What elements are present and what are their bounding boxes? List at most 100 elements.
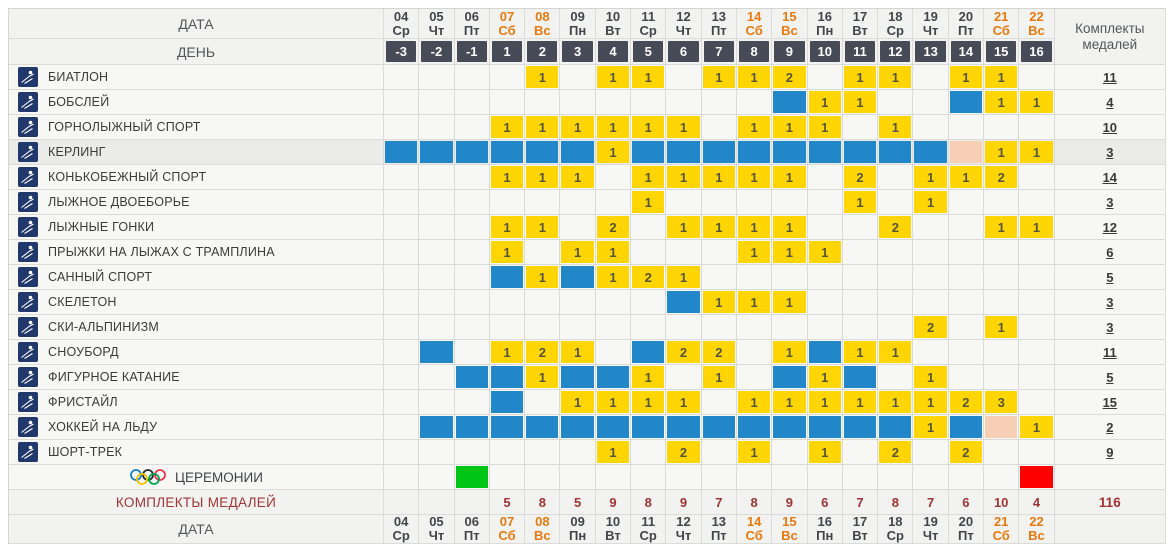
medal-total-link[interactable]: 5: [1106, 369, 1114, 385]
schedule-cell[interactable]: 1: [489, 165, 526, 190]
schedule-cell[interactable]: 2: [913, 315, 949, 340]
schedule-cell[interactable]: 2: [772, 65, 808, 90]
schedule-cell[interactable]: 1: [736, 215, 773, 240]
schedule-cell[interactable]: [772, 140, 808, 165]
schedule-cell[interactable]: 1: [525, 365, 561, 390]
schedule-cell[interactable]: [666, 290, 702, 315]
schedule-cell[interactable]: [736, 140, 773, 165]
medal-total-link[interactable]: 3: [1106, 144, 1114, 160]
schedule-cell[interactable]: 1: [913, 190, 949, 215]
schedule-cell[interactable]: 1: [913, 165, 949, 190]
schedule-cell[interactable]: [560, 365, 596, 390]
medal-total-link[interactable]: 2: [1106, 419, 1114, 435]
schedule-cell[interactable]: 1: [666, 265, 702, 290]
schedule-cell[interactable]: [489, 365, 526, 390]
schedule-cell[interactable]: 1: [489, 115, 526, 140]
schedule-cell[interactable]: 2: [631, 265, 667, 290]
schedule-cell[interactable]: [489, 390, 526, 415]
schedule-cell[interactable]: [525, 415, 561, 440]
schedule-cell[interactable]: 1: [736, 240, 773, 265]
schedule-cell[interactable]: 2: [595, 215, 632, 240]
schedule-cell[interactable]: 1: [878, 340, 914, 365]
schedule-cell[interactable]: 1: [560, 240, 596, 265]
medal-total-link[interactable]: 10: [1102, 119, 1118, 135]
schedule-cell[interactable]: 2: [878, 215, 914, 240]
schedule-cell[interactable]: [842, 140, 879, 165]
schedule-cell[interactable]: [419, 140, 455, 165]
schedule-cell[interactable]: [807, 415, 843, 440]
schedule-cell[interactable]: 1: [701, 365, 737, 390]
schedule-cell[interactable]: 1: [560, 115, 596, 140]
schedule-cell[interactable]: 1: [913, 390, 949, 415]
schedule-cell[interactable]: 1: [525, 115, 561, 140]
schedule-cell[interactable]: 1: [772, 290, 808, 315]
schedule-cell[interactable]: [560, 140, 596, 165]
schedule-cell[interactable]: [666, 140, 702, 165]
medal-total-link[interactable]: 5: [1106, 269, 1114, 285]
medal-total-link[interactable]: 4: [1106, 94, 1114, 110]
schedule-cell[interactable]: 1: [631, 190, 667, 215]
schedule-cell[interactable]: [701, 415, 737, 440]
schedule-cell[interactable]: 1: [666, 390, 702, 415]
schedule-cell[interactable]: [736, 415, 773, 440]
medal-total-link[interactable]: 12: [1102, 219, 1118, 235]
schedule-cell[interactable]: 1: [948, 165, 985, 190]
schedule-cell[interactable]: [454, 415, 490, 440]
schedule-cell[interactable]: 1: [560, 340, 596, 365]
schedule-cell[interactable]: [454, 465, 490, 490]
schedule-cell[interactable]: [772, 415, 808, 440]
schedule-cell[interactable]: [631, 340, 667, 365]
medal-total-link[interactable]: 14: [1102, 169, 1118, 185]
schedule-cell[interactable]: 1: [666, 115, 702, 140]
schedule-cell[interactable]: 1: [666, 165, 702, 190]
schedule-cell[interactable]: 1: [772, 340, 808, 365]
schedule-cell[interactable]: 1: [631, 390, 667, 415]
schedule-cell[interactable]: 1: [525, 265, 561, 290]
schedule-cell[interactable]: 1: [736, 440, 773, 465]
schedule-cell[interactable]: 2: [525, 340, 561, 365]
schedule-cell[interactable]: 1: [595, 240, 632, 265]
schedule-cell[interactable]: 1: [984, 65, 1020, 90]
schedule-cell[interactable]: 1: [595, 440, 632, 465]
medal-total-link[interactable]: 11: [1102, 344, 1117, 360]
schedule-cell[interactable]: 1: [595, 140, 632, 165]
medal-total-link[interactable]: 11: [1102, 69, 1117, 85]
schedule-cell[interactable]: [666, 415, 702, 440]
schedule-cell[interactable]: 1: [631, 115, 667, 140]
schedule-cell[interactable]: 1: [701, 165, 737, 190]
schedule-cell[interactable]: [595, 365, 632, 390]
schedule-cell[interactable]: 1: [1019, 90, 1055, 115]
schedule-cell[interactable]: [878, 140, 914, 165]
schedule-cell[interactable]: [878, 415, 914, 440]
schedule-cell[interactable]: 1: [701, 215, 737, 240]
schedule-cell[interactable]: [948, 140, 985, 165]
schedule-cell[interactable]: [631, 415, 667, 440]
schedule-cell[interactable]: [454, 140, 490, 165]
schedule-cell[interactable]: 1: [736, 65, 773, 90]
schedule-cell[interactable]: 1: [984, 215, 1020, 240]
schedule-cell[interactable]: 1: [842, 390, 879, 415]
schedule-cell[interactable]: 2: [948, 390, 985, 415]
schedule-cell[interactable]: [807, 140, 843, 165]
schedule-cell[interactable]: 1: [1019, 415, 1055, 440]
schedule-cell[interactable]: 1: [1019, 140, 1055, 165]
schedule-cell[interactable]: 1: [807, 240, 843, 265]
schedule-cell[interactable]: 1: [736, 165, 773, 190]
schedule-cell[interactable]: 1: [772, 390, 808, 415]
schedule-cell[interactable]: 1: [701, 290, 737, 315]
schedule-cell[interactable]: 1: [595, 65, 632, 90]
schedule-cell[interactable]: 1: [560, 165, 596, 190]
schedule-cell[interactable]: 2: [948, 440, 985, 465]
medal-total-link[interactable]: 3: [1106, 294, 1114, 310]
schedule-cell[interactable]: 1: [595, 390, 632, 415]
schedule-cell[interactable]: 1: [913, 415, 949, 440]
schedule-cell[interactable]: [701, 140, 737, 165]
medal-total-link[interactable]: 15: [1102, 394, 1118, 410]
schedule-cell[interactable]: 1: [631, 65, 667, 90]
schedule-cell[interactable]: 1: [560, 390, 596, 415]
schedule-cell[interactable]: [948, 90, 985, 115]
schedule-cell[interactable]: 2: [842, 165, 879, 190]
schedule-cell[interactable]: [842, 415, 879, 440]
medal-total-link[interactable]: 3: [1106, 319, 1114, 335]
schedule-cell[interactable]: 1: [984, 90, 1020, 115]
